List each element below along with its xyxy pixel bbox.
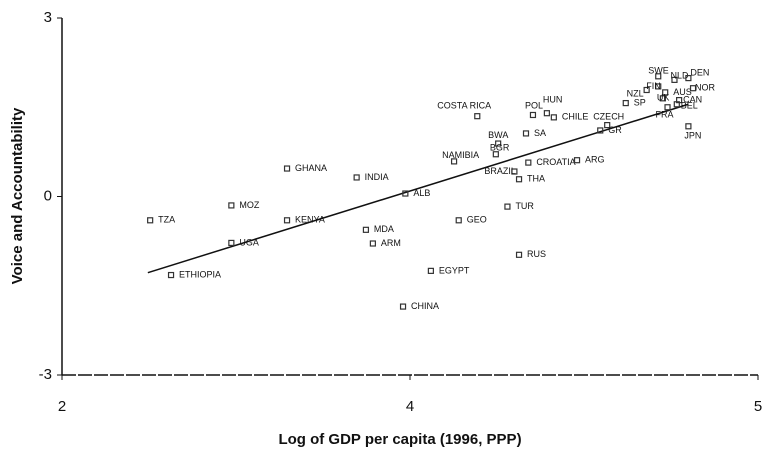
data-point	[573, 157, 581, 164]
point-label: SP	[634, 97, 646, 107]
data-point	[369, 240, 376, 247]
point-label: CROATIA	[536, 157, 575, 167]
point-label: CAN	[683, 94, 702, 104]
point-label: HUN	[543, 95, 563, 105]
point-label: NAMIBIA	[442, 150, 479, 160]
point-label: SA	[534, 128, 546, 138]
x-tick-label: 4	[406, 398, 414, 415]
data-point	[525, 159, 532, 166]
data-point	[597, 127, 604, 134]
point-label: ARM	[381, 238, 401, 248]
data-point	[167, 271, 175, 279]
data-point	[655, 73, 662, 80]
point-label: TZA	[158, 215, 175, 225]
data-point	[550, 114, 557, 121]
data-point	[662, 89, 669, 96]
point-label: UGA	[239, 237, 259, 247]
point-label: EGYPT	[439, 265, 470, 275]
point-label: BEL	[681, 101, 698, 111]
data-point	[673, 101, 680, 108]
data-point	[399, 303, 407, 310]
data-point	[655, 83, 662, 90]
point-label: KENYA	[295, 215, 325, 225]
data-point	[450, 158, 458, 165]
data-point	[492, 151, 499, 158]
y-axis-title: Voice and Accountability	[9, 107, 26, 284]
data-point	[671, 76, 678, 83]
point-label: GEO	[467, 215, 487, 225]
x-tick-label: 5	[754, 398, 762, 415]
data-point	[495, 140, 502, 147]
y-tick-label: 3	[44, 9, 52, 26]
data-point	[228, 239, 235, 247]
data-point	[283, 217, 291, 224]
point-label: ARG	[585, 155, 605, 165]
point-label: UK	[657, 93, 670, 103]
y-tick-label: 0	[44, 187, 52, 204]
data-point	[511, 168, 518, 175]
data-point	[283, 165, 291, 172]
point-label: THA	[527, 174, 545, 184]
point-label: BWA	[488, 130, 508, 140]
point-label: MDA	[374, 224, 394, 234]
point-label: ALB	[413, 188, 430, 198]
point-label: COSTA RICA	[437, 101, 491, 111]
data-point	[643, 86, 650, 94]
data-point	[529, 111, 537, 119]
data-point	[228, 202, 235, 209]
data-point	[604, 121, 611, 129]
point-label: RUS	[527, 249, 546, 259]
data-point	[353, 174, 360, 181]
point-label: ETHIOPIA	[179, 269, 221, 279]
point-label: CZECH	[593, 111, 624, 121]
point-label: NLD	[670, 70, 689, 80]
data-point	[685, 123, 692, 130]
data-point	[515, 176, 523, 183]
point-label: FIN	[646, 81, 661, 91]
point-label: DEN	[690, 67, 709, 77]
point-label: MOZ	[239, 200, 259, 210]
data-point	[522, 130, 530, 137]
data-point	[427, 267, 434, 274]
point-label: NOR	[695, 83, 716, 93]
data-point	[474, 113, 481, 120]
point-label: GHANA	[295, 163, 327, 173]
data-point	[664, 104, 671, 111]
point-label: TUR	[515, 201, 534, 211]
point-label: INDIA	[365, 172, 389, 182]
point-label: CHILE	[562, 112, 589, 122]
x-axis-title: Log of GDP per capita (1996, PPP)	[278, 431, 521, 448]
x-tick-label: 2	[58, 398, 66, 415]
point-label: FRA	[656, 110, 674, 120]
data-point	[504, 203, 511, 210]
data-point	[622, 99, 629, 107]
data-point	[659, 95, 666, 102]
data-point	[515, 251, 523, 258]
point-label: JPN	[684, 131, 701, 141]
data-point	[685, 74, 692, 82]
point-label: POL	[525, 100, 543, 110]
point-label: AUS	[673, 87, 692, 97]
point-label: BRAZIL	[484, 166, 516, 176]
data-point	[543, 110, 550, 117]
data-point	[362, 226, 370, 233]
data-point	[689, 85, 697, 92]
point-label: SWE	[648, 66, 669, 76]
point-label: BGR	[490, 143, 510, 153]
point-label: CHINA	[411, 301, 439, 311]
data-point	[402, 190, 409, 197]
data-point	[455, 217, 462, 224]
data-point	[147, 217, 154, 224]
point-label: GR	[608, 125, 622, 135]
y-tick-label: -3	[39, 366, 52, 383]
point-label: NZL	[627, 88, 644, 98]
